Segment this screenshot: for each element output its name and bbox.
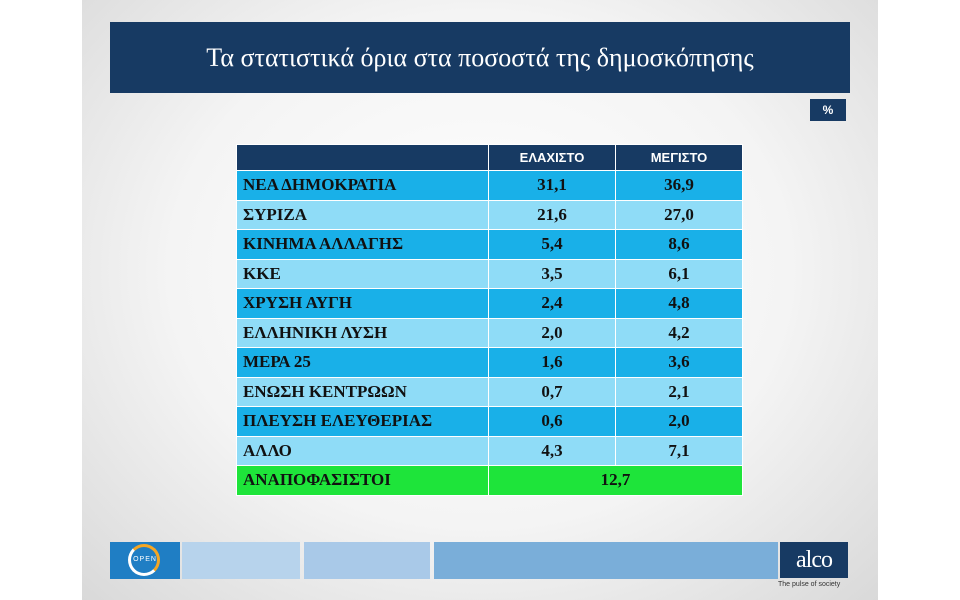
unit-badge: % [810,99,846,121]
min-value: 31,1 [488,170,616,201]
max-value: 36,9 [615,170,743,201]
party-name: ΧΡΥΣΗ ΑΥΓΗ [236,288,489,319]
max-value: 6,1 [615,258,743,289]
table-body: ΝΕΑ ΔΗΜΟΚΡΑΤΙΑ 31,1 36,9 ΣΥΡΙΖΑ 21,6 27,0 ΚΙΝΗ… [236,170,743,496]
footer-bar-mid [434,542,778,579]
undecided-label: ΑΝΑΠΟΦΑΣΙΣΤΟΙ [236,465,489,496]
min-value: 0,7 [488,376,616,407]
poll-range-table: ΕΛΑΧΙΣΤΟ ΜΕΓΙΣΤΟ ΝΕΑ ΔΗΜΟΚΡΑΤΙΑ 31,1 36,9 Σ… [236,144,743,496]
max-value: 4,8 [615,288,743,319]
footer-bar-light [182,542,300,579]
party-name: ΚΚΕ [236,258,489,289]
max-value: 8,6 [615,229,743,260]
party-name: ΠΛΕΥΣΗ ΕΛΕΥΘΕΡΙΑΣ [236,406,489,437]
max-value: 27,0 [615,199,743,230]
min-value: 5,4 [488,229,616,260]
slide-title: Τα στατιστικά όρια στα ποσοστά της δημοσ… [206,42,754,72]
alco-brand: alco [796,546,833,573]
table-row: ΚΙΝΗΜΑ ΑΛΛΑΓΗΣ 5,4 8,6 [236,229,743,260]
header-party [236,144,489,171]
table-row: ΜΕΡΑ 25 1,6 3,6 [236,347,743,378]
footer-bar-light-2 [304,542,430,579]
party-name: ΕΛΛΗΝΙΚΗ ΛΥΣΗ [236,317,489,348]
party-name: ΣΥΡΙΖΑ [236,199,489,230]
open-ring-icon [128,544,160,576]
alco-tagline: The pulse of society [778,581,841,588]
open-logo-text: OPEN [133,556,157,563]
table-row: ΚΚΕ 3,5 6,1 [236,258,743,289]
max-value: 2,1 [615,376,743,407]
party-name: ΜΕΡΑ 25 [236,347,489,378]
party-name: ΕΝΩΣΗ ΚΕΝΤΡΩΩΝ [236,376,489,407]
table-row: ΑΛΛΟ 4,3 7,1 [236,435,743,466]
max-value: 4,2 [615,317,743,348]
min-value: 4,3 [488,435,616,466]
table-row: ΧΡΥΣΗ ΑΥΓΗ 2,4 4,8 [236,288,743,319]
min-value: 0,6 [488,406,616,437]
min-value: 21,6 [488,199,616,230]
min-value: 3,5 [488,258,616,289]
table-row: ΣΥΡΙΖΑ 21,6 27,0 [236,199,743,230]
table-row: ΠΛΕΥΣΗ ΕΛΕΥΘΕΡΙΑΣ 0,6 2,0 [236,406,743,437]
table-row: ΝΕΑ ΔΗΜΟΚΡΑΤΙΑ 31,1 36,9 [236,170,743,201]
undecided-value: 12,7 [488,465,743,496]
min-value: 2,0 [488,317,616,348]
party-name: ΝΕΑ ΔΗΜΟΚΡΑΤΙΑ [236,170,489,201]
table-header-row: ΕΛΑΧΙΣΤΟ ΜΕΓΙΣΤΟ [236,144,743,171]
max-value: 7,1 [615,435,743,466]
title-bar: Τα στατιστικά όρια στα ποσοστά της δημοσ… [110,22,850,93]
table-row: ΕΝΩΣΗ ΚΕΝΤΡΩΩΝ 0,7 2,1 [236,376,743,407]
header-max: ΜΕΓΙΣΤΟ [615,144,743,171]
open-logo: OPEN [110,542,180,579]
min-value: 2,4 [488,288,616,319]
undecided-row: ΑΝΑΠΟΦΑΣΙΣΤΟΙ 12,7 [236,465,743,496]
unit-label: % [822,103,834,117]
alco-logo: alco [780,542,848,578]
party-name: ΚΙΝΗΜΑ ΑΛΛΑΓΗΣ [236,229,489,260]
max-value: 3,6 [615,347,743,378]
min-value: 1,6 [488,347,616,378]
table-row: ΕΛΛΗΝΙΚΗ ΛΥΣΗ 2,0 4,2 [236,317,743,348]
header-min: ΕΛΑΧΙΣΤΟ [488,144,616,171]
max-value: 2,0 [615,406,743,437]
party-name: ΑΛΛΟ [236,435,489,466]
